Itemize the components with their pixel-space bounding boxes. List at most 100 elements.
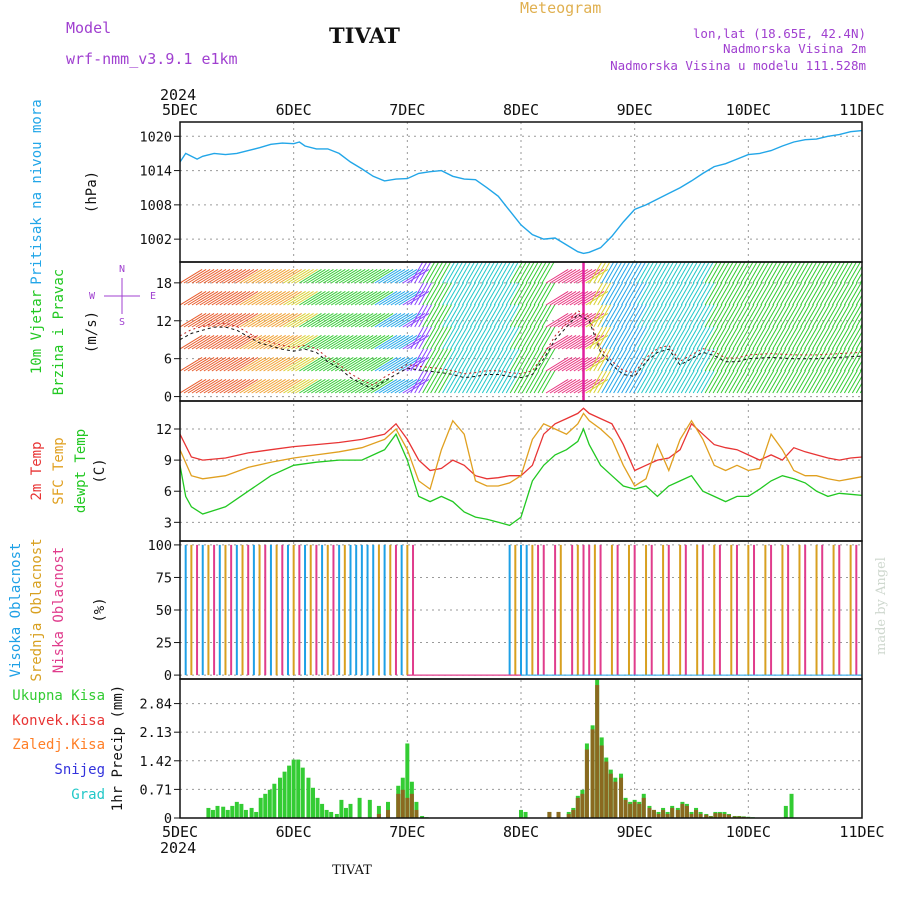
wind-barb: [330, 334, 354, 350]
wind-panel: [179, 262, 863, 401]
wind-barb: [788, 348, 803, 372]
wind-barb: [780, 348, 795, 372]
wind-barb: [303, 268, 326, 284]
wind-barb: [700, 326, 715, 350]
wind-barb: [804, 262, 818, 284]
wind-barb: [358, 356, 382, 372]
compass-west: W: [89, 291, 96, 302]
wind-barb: [724, 348, 739, 372]
elevation-text: Nadmorska Visina 2m: [723, 41, 866, 56]
wind-barb: [541, 262, 555, 284]
wind-barb: [736, 370, 751, 394]
cloud-axis-title-1: Srednja Oblacnost: [29, 538, 45, 681]
wind-barb: [656, 262, 671, 284]
y-tick-label: 1014: [139, 164, 172, 180]
wind-barb: [195, 356, 219, 372]
wind-barb: [613, 282, 628, 306]
x-tick-label-bottom: 11DEC: [839, 823, 884, 841]
wind-barb: [239, 378, 263, 394]
wind-barb: [338, 290, 362, 306]
wind-barb: [330, 378, 354, 394]
wind-barb: [263, 378, 286, 394]
wind-barb: [641, 304, 655, 328]
wind-barb: [374, 378, 398, 394]
wind-barb: [672, 262, 686, 284]
wind-barb: [382, 268, 406, 284]
wind-barb: [243, 334, 267, 350]
wind-barb: [255, 356, 279, 372]
wind-barb: [792, 304, 807, 328]
wind-barb: [529, 282, 544, 306]
wind-barb: [656, 348, 671, 372]
wind-barb: [180, 334, 203, 350]
wind-barb: [378, 378, 402, 394]
precip-bar-total: [239, 803, 244, 818]
wind-barb: [708, 370, 723, 394]
wind-barb: [235, 378, 259, 394]
wind-barb: [275, 378, 298, 394]
pressure-axis-title: Pritisak na nivou mora: [29, 99, 45, 284]
wind-barb: [768, 370, 783, 394]
wind-barb: [533, 262, 547, 284]
wind-axis-title: 10m Vjetar: [29, 290, 45, 374]
wind-barb: [505, 304, 520, 328]
wind-barb: [537, 326, 552, 350]
wind-barb: [748, 262, 762, 284]
wind-barb: [180, 268, 203, 284]
wind-barb: [756, 348, 771, 372]
wind-barb: [485, 262, 499, 284]
wind-barb: [489, 304, 504, 328]
precip-bar-convective: [727, 814, 732, 818]
precip-bar-convective: [641, 797, 646, 818]
wind-barb: [442, 282, 456, 306]
wind-barb: [271, 356, 294, 372]
wind-barb: [215, 268, 239, 284]
wind-barb: [239, 334, 263, 350]
cloud-panel: [184, 544, 862, 676]
wind-barb: [573, 356, 597, 372]
wind-barb: [211, 268, 235, 284]
wind-barb: [828, 262, 842, 284]
wind-barb: [752, 282, 767, 306]
wind-barb: [704, 348, 719, 372]
wind-barb: [358, 312, 382, 328]
wind-barb: [601, 282, 616, 306]
wind-barb: [299, 334, 322, 350]
wind-barb: [434, 262, 448, 284]
wind-barb: [342, 290, 366, 306]
wind-barb: [676, 370, 691, 394]
wind-barb: [318, 312, 342, 328]
wind-barb: [283, 356, 306, 372]
wind-barb: [513, 326, 528, 350]
wind-barb: [489, 262, 503, 284]
wind-barb: [772, 326, 787, 350]
wind-barb: [255, 378, 279, 394]
wind-barb: [660, 282, 675, 306]
wind-barb: [350, 290, 374, 306]
wind-barb: [362, 268, 386, 284]
wind-barb: [307, 290, 330, 306]
wind-barb: [311, 268, 334, 284]
wind-barb: [796, 370, 811, 394]
wind-barb: [537, 304, 552, 328]
wind-barb: [231, 268, 255, 284]
wind-barb: [509, 370, 524, 394]
wind-barb: [318, 268, 342, 284]
wind-barb: [517, 282, 532, 306]
wind-barb: [180, 378, 203, 394]
temperature-panel: [179, 407, 863, 527]
precip-bar-total: [225, 809, 230, 818]
wind-barb: [668, 262, 682, 284]
wind-barb: [450, 348, 464, 372]
x-tick-label-top: 11DEC: [839, 101, 884, 119]
wind-barb: [195, 312, 219, 328]
wind-barb: [446, 304, 460, 328]
wind-barb: [199, 290, 223, 306]
wind-barb: [386, 334, 410, 350]
precip-bar-total: [272, 783, 277, 818]
wind-barb: [239, 312, 263, 328]
wind-barb: [784, 370, 799, 394]
wind-barb: [569, 268, 593, 284]
wind-barb: [426, 262, 440, 284]
wind-barb: [227, 356, 251, 372]
